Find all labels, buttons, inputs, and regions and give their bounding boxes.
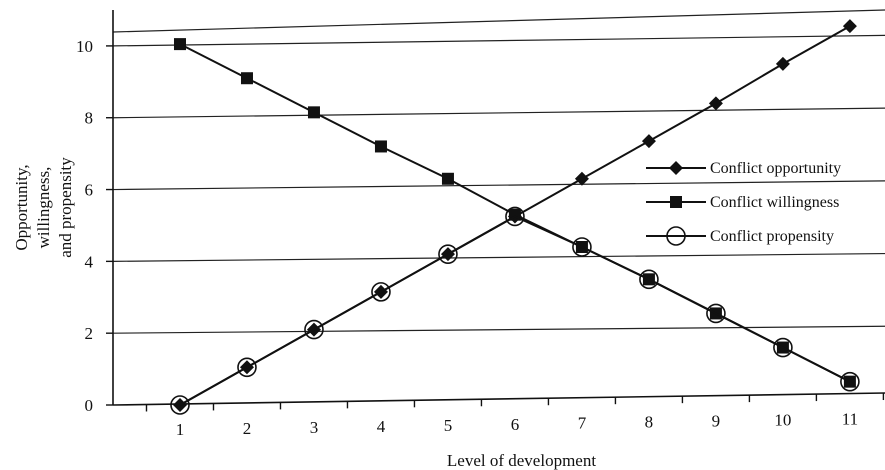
conflict-propensity-point xyxy=(371,282,391,302)
x-axis-line xyxy=(112,392,885,406)
x-tick-label: 11 xyxy=(842,410,858,429)
conflict-propensity-point xyxy=(840,371,860,392)
y-axis-title-line: willingness, xyxy=(34,167,53,249)
conflict-propensity-point xyxy=(237,357,257,378)
conflict-opportunity-point xyxy=(641,134,656,149)
conflict-willingness-point xyxy=(374,140,387,153)
conflict-propensity-point xyxy=(170,395,190,415)
y-tick-label: 8 xyxy=(85,109,94,128)
legend: Conflict opportunity Conflict willingness… xyxy=(646,160,841,246)
y-axis-title-line: Opportunity, xyxy=(12,164,31,250)
conflict-willingness-point xyxy=(307,106,320,119)
gridline xyxy=(112,9,885,33)
gridline xyxy=(112,34,885,47)
conflict-willingness-point xyxy=(441,172,454,185)
conflict-propensity-point xyxy=(572,237,592,257)
legend-label-conflict-willingness: Conflict willingness xyxy=(710,194,839,211)
legend-label-conflict-opportunity: Conflict opportunity xyxy=(710,160,841,177)
conflict-opportunity-point xyxy=(775,56,790,71)
x-tick-label: 8 xyxy=(645,413,654,432)
x-tick-label: 4 xyxy=(377,417,386,436)
grid xyxy=(112,9,885,334)
gridline xyxy=(112,180,885,191)
conflict-propensity-line xyxy=(179,215,851,406)
x-axis-title: Level of development xyxy=(447,451,596,470)
series-layer xyxy=(170,19,860,415)
conflict-opportunity-point xyxy=(708,96,723,111)
gridline xyxy=(112,325,885,334)
y-tick-label: 6 xyxy=(85,181,94,200)
x-tick-label: 2 xyxy=(243,419,252,438)
legend-label-conflict-propensity: Conflict propensity xyxy=(710,228,834,245)
conflict-propensity-point xyxy=(438,244,458,264)
y-tick-label: 4 xyxy=(85,252,94,271)
conflict-propensity-point xyxy=(304,319,324,340)
x-tick-label: 10 xyxy=(774,411,791,430)
conflict-willingness-point xyxy=(240,72,253,85)
y-tick-label: 10 xyxy=(76,37,93,56)
y-axis-title-line: and propensity xyxy=(56,157,75,258)
y-tick-label: 2 xyxy=(85,324,94,343)
gridline xyxy=(112,252,885,262)
conflict-opportunity-point xyxy=(842,19,857,34)
x-tick-label: 1 xyxy=(176,420,185,439)
legend-marker-conflict-willingness xyxy=(670,196,682,208)
conflict-willingness-point xyxy=(173,38,186,51)
conflict-propensity-point xyxy=(505,206,525,227)
conflict-opportunity-point xyxy=(574,171,589,186)
conflict-propensity-point xyxy=(773,337,793,358)
x-tick-label: 5 xyxy=(444,416,453,435)
legend-marker-conflict-opportunity xyxy=(669,161,683,175)
legend-marker-conflict-propensity xyxy=(666,226,686,246)
y-tick-label: 0 xyxy=(85,396,94,415)
conflict-propensity-point xyxy=(706,303,726,324)
x-tick-label: 6 xyxy=(511,415,520,434)
gridline xyxy=(112,107,885,119)
x-tick-label: 3 xyxy=(310,418,319,437)
x-tick-label: 9 xyxy=(712,412,721,431)
x-tick-label: 7 xyxy=(578,414,587,433)
conflict-propensity-point xyxy=(639,269,659,290)
